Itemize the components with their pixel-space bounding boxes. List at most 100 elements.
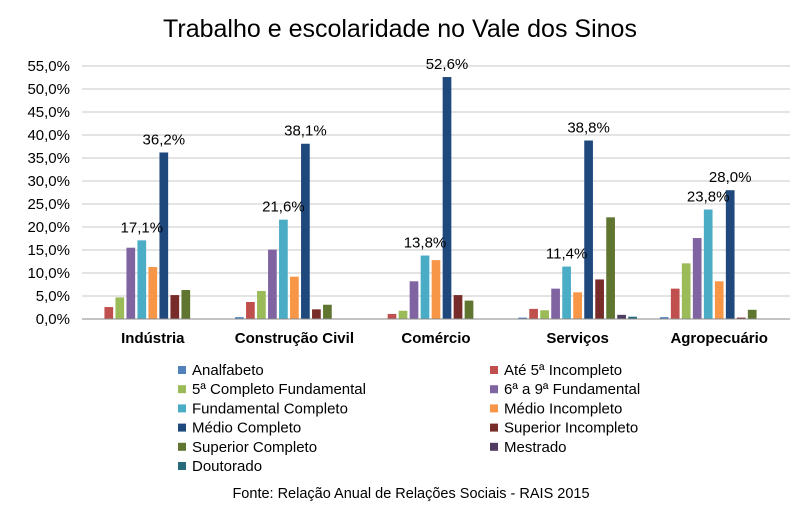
data-label: 11,4% [546, 246, 587, 263]
bar-6-a-9-fundamental-industria [126, 247, 136, 319]
legend: Analfabeto Até 5ª Incompleto 5ª Completo F… [178, 362, 640, 475]
bar-medio-incompleto-construcao-civil [290, 276, 299, 319]
bar-analfabeto-construcao-civil [235, 317, 244, 319]
legend-label-doutorado: Doutorado [192, 458, 262, 475]
legend-swatch-fundamental-completo [178, 404, 186, 413]
bar-medio-incompleto-industria [148, 267, 158, 319]
legend-label-medio-completo: Médio Completo [192, 420, 301, 437]
bar-fundamental-completo-industria [137, 240, 147, 319]
bar-5-completo-fundamental-industria [115, 297, 125, 319]
bar-mestrado-servicos [617, 314, 626, 319]
bar-medio-completo-construcao-civil [301, 143, 310, 319]
bar-medio-incompleto-agropecuario [714, 281, 724, 319]
bar-analfabeto-agropecuario [659, 317, 669, 319]
y-tick-label: 50,0% [27, 81, 70, 98]
bar-6-a-9-fundamental-agropecuario [692, 238, 702, 319]
y-tick-label: 15,0% [27, 242, 70, 259]
bar-superior-incompleto-agropecuario [736, 317, 746, 319]
y-tick-label: 30,0% [27, 173, 70, 190]
x-axis-categories: Indústria Construção Civil Comércio Serviço… [121, 330, 768, 347]
bar-doutorado-servicos [628, 316, 637, 319]
legend-label-fundamental-completo: Fundamental Completo [192, 400, 348, 417]
y-tick-label: 45,0% [27, 104, 70, 121]
category-label-servicos: Serviços [546, 330, 609, 347]
data-label: 17,1% [121, 219, 164, 236]
bar-fundamental-completo-construcao-civil [279, 219, 288, 319]
bar-fundamental-completo-comercio [420, 255, 430, 319]
data-label: 38,1% [284, 123, 327, 140]
bar-5-completo-fundamental-servicos [540, 310, 549, 319]
bar-superior-completo-servicos [606, 217, 615, 319]
bar-5-completo-fundamental-agropecuario [681, 263, 691, 319]
legend-label-medio-incompleto: Médio Incompleto [504, 400, 622, 417]
bar-6-a-9-fundamental-comercio [409, 281, 419, 319]
bar-medio-completo-agropecuario [725, 190, 735, 319]
y-tick-label: 0,0% [36, 311, 70, 328]
legend-swatch-superior-completo [178, 442, 186, 451]
bar-ate-5-incompleto-servicos [529, 308, 538, 319]
data-label: 38,8% [567, 120, 610, 137]
legend-label-superior-incompleto: Superior Incompleto [504, 420, 638, 437]
bars [93, 77, 768, 319]
legend-swatch-medio-completo [178, 423, 186, 432]
bar-5-completo-fundamental-construcao-civil [257, 290, 266, 319]
bar-medio-incompleto-comercio [431, 260, 441, 319]
bar-superior-incompleto-industria [170, 295, 180, 319]
legend-swatch-ate-5-incompleto [490, 366, 498, 374]
y-tick-label: 40,0% [27, 127, 70, 144]
legend-label-5-completo-fundamental: 5ª Completo Fundamental [192, 381, 366, 398]
bar-medio-completo-servicos [584, 140, 593, 319]
category-label-construcao-civil: Construção Civil [235, 330, 354, 347]
bar-superior-completo-comercio [464, 300, 474, 319]
category-label-agropecuario: Agropecuário [670, 330, 768, 347]
gridlines [82, 65, 790, 297]
legend-swatch-5-completo-fundamental [178, 385, 186, 394]
legend-swatch-analfabeto [178, 366, 186, 374]
bar-analfabeto-servicos [518, 317, 527, 319]
data-label: 52,6% [426, 56, 469, 73]
legend-swatch-superior-incompleto [490, 423, 498, 432]
data-label: 23,8% [687, 189, 730, 206]
bar-fundamental-completo-agropecuario [703, 209, 713, 319]
bar-ate-5-incompleto-construcao-civil [246, 301, 255, 319]
data-label: 21,6% [262, 199, 305, 216]
bar-superior-incompleto-construcao-civil [312, 309, 321, 319]
y-tick-label: 35,0% [27, 150, 70, 167]
data-label: 36,2% [143, 131, 186, 148]
chart-title: Trabalho e escolaridade no Vale dos Sino… [163, 15, 637, 43]
y-axis-ticks: 0,0% 5,0% 10,0% 15,0% 20,0% 25,0% 30,0% 35,0% 40… [27, 58, 70, 328]
source-note: Fonte: Relação Anual de Relações Sociais… [232, 486, 589, 502]
category-label-comercio: Comércio [401, 330, 470, 347]
bar-superior-completo-industria [181, 290, 191, 319]
bar-superior-incompleto-servicos [595, 279, 604, 319]
bar-fundamental-completo-servicos [562, 266, 571, 319]
bar-superior-incompleto-comercio [453, 295, 463, 319]
bar-superior-completo-agropecuario [747, 309, 757, 319]
legend-swatch-6-a-9-fundamental [490, 385, 498, 394]
bar-5-completo-fundamental-comercio [398, 310, 408, 319]
y-tick-label: 10,0% [27, 265, 70, 282]
data-label: 13,8% [404, 235, 447, 252]
bar-ate-5-incompleto-agropecuario [670, 288, 680, 319]
y-tick-label: 20,0% [27, 219, 70, 236]
category-label-industria: Indústria [121, 330, 185, 347]
data-labels: 17,1% 36,2% 21,6% 38,1% 13,8% 52,6% 11,4% 38,8%… [121, 56, 752, 263]
legend-swatch-doutorado [178, 462, 186, 470]
bar-superior-completo-construcao-civil [323, 304, 332, 319]
legend-label-superior-completo: Superior Completo [192, 439, 317, 456]
bar-medio-incompleto-servicos [573, 292, 582, 319]
bar-6-a-9-fundamental-construcao-civil [268, 249, 277, 319]
legend-label-analfabeto: Analfabeto [192, 362, 264, 379]
bar-6-a-9-fundamental-servicos [551, 288, 560, 319]
y-tick-label: 25,0% [27, 196, 70, 213]
legend-label-ate-5-incompleto: Até 5ª Incompleto [504, 362, 622, 379]
legend-swatch-mestrado [490, 442, 498, 451]
legend-label-6-a-9-fundamental: 6ª a 9ª Fundamental [504, 381, 640, 398]
legend-swatch-medio-incompleto [490, 404, 498, 413]
bar-medio-completo-comercio [442, 77, 452, 319]
bar-ate-5-incompleto-industria [104, 307, 114, 319]
legend-label-mestrado: Mestrado [504, 439, 567, 456]
data-label: 28,0% [709, 169, 752, 186]
bar-ate-5-incompleto-comercio [387, 313, 397, 319]
